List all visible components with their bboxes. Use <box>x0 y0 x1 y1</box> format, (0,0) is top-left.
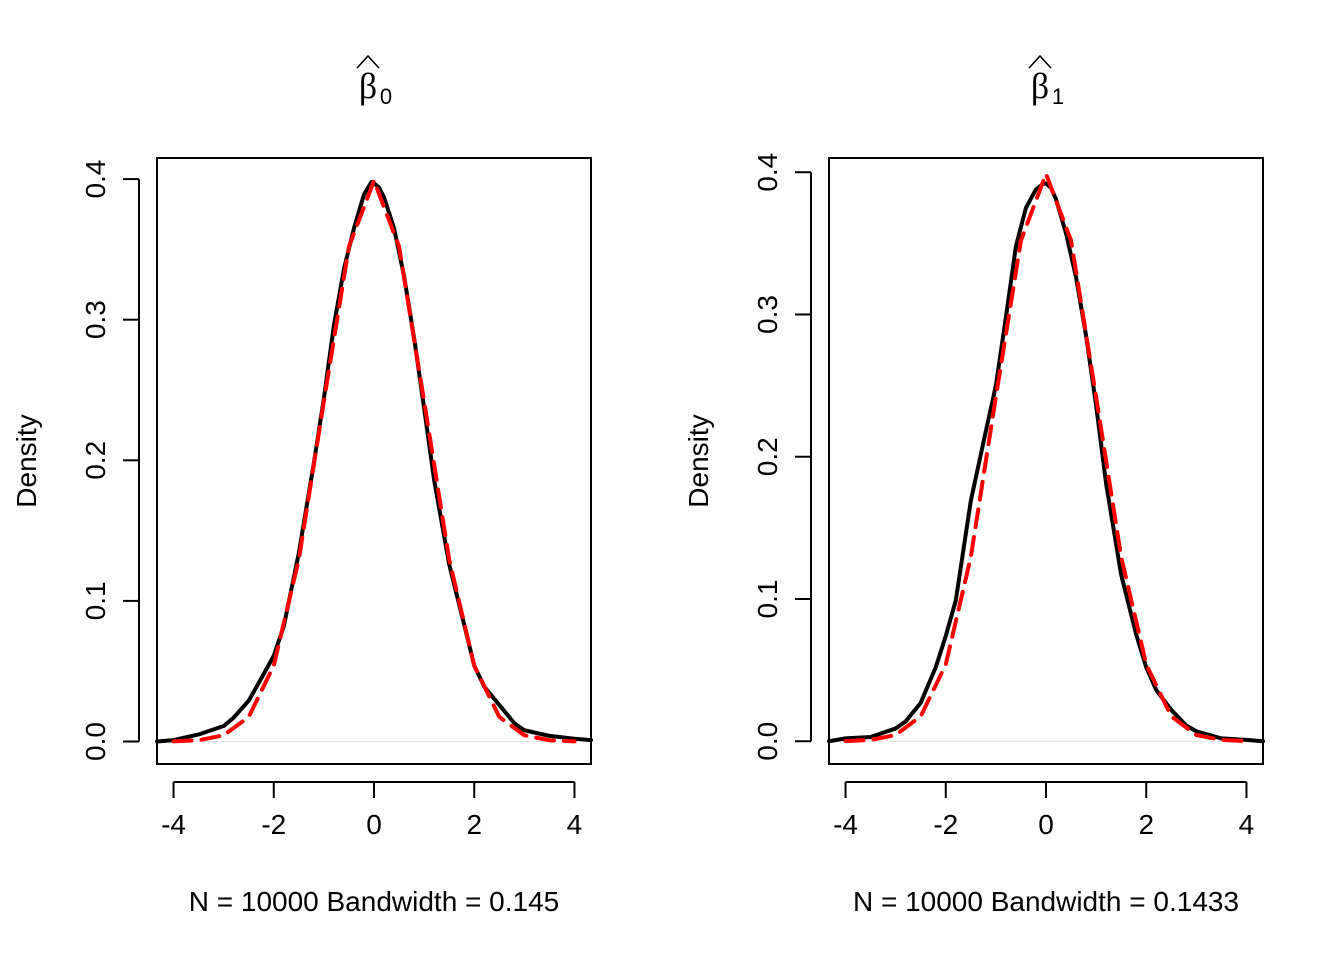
x-tick-label: 4 <box>1239 809 1255 840</box>
y-tick-label: 0.2 <box>80 441 111 480</box>
plot-panel-1: -4 -2 0 2 4 0.0 0.1 0.2 0.3 0.4 Density N = 10000 B… <box>683 54 1265 917</box>
x-tick-label: 0 <box>1038 809 1054 840</box>
series-line-dashed <box>843 171 1249 744</box>
y-axis-label: Density <box>11 414 42 507</box>
y-tick-label: 0.1 <box>80 581 111 620</box>
x-axis-label: N = 10000 Bandwidth = 0.1433 <box>853 886 1239 917</box>
title-beta: β <box>1031 66 1049 106</box>
x-tick-label: -2 <box>261 809 286 840</box>
plot-panel-0: -4 -2 0 2 4 0.0 0.1 0.2 0.3 0.4 Density N = 10000 B… <box>11 54 593 917</box>
x-tick-label: -4 <box>161 809 186 840</box>
title-subscript: 0 <box>380 84 392 109</box>
title-hat-icon <box>356 54 380 69</box>
y-tick-label: 0.4 <box>80 160 111 199</box>
series-line-solid <box>827 181 1265 744</box>
y-tick-label: 0.2 <box>752 437 783 476</box>
x-tick-label: -2 <box>933 809 958 840</box>
x-tick-label: 4 <box>567 809 583 840</box>
x-axis-label: N = 10000 Bandwidth = 0.145 <box>189 886 560 917</box>
x-tick-label: -4 <box>833 809 858 840</box>
plot-frame <box>156 157 592 765</box>
y-tick-label: 0.0 <box>752 722 783 761</box>
y-tick-label: 0.3 <box>752 295 783 334</box>
series-line-solid <box>155 179 593 744</box>
series-line-dashed <box>171 178 577 744</box>
y-tick-label: 0.4 <box>752 153 783 192</box>
y-tick-label: 0.0 <box>80 722 111 761</box>
y-axis-label: Density <box>683 414 714 507</box>
x-tick-label: 0 <box>366 809 382 840</box>
y-tick-label: 0.1 <box>752 580 783 619</box>
title-hat-icon <box>1028 54 1052 69</box>
y-tick-label: 0.3 <box>80 300 111 339</box>
x-tick-label: 2 <box>1138 809 1154 840</box>
x-tick-label: 2 <box>466 809 482 840</box>
title-subscript: 1 <box>1052 84 1064 109</box>
title-beta: β <box>359 66 377 106</box>
plot-frame <box>828 157 1264 765</box>
